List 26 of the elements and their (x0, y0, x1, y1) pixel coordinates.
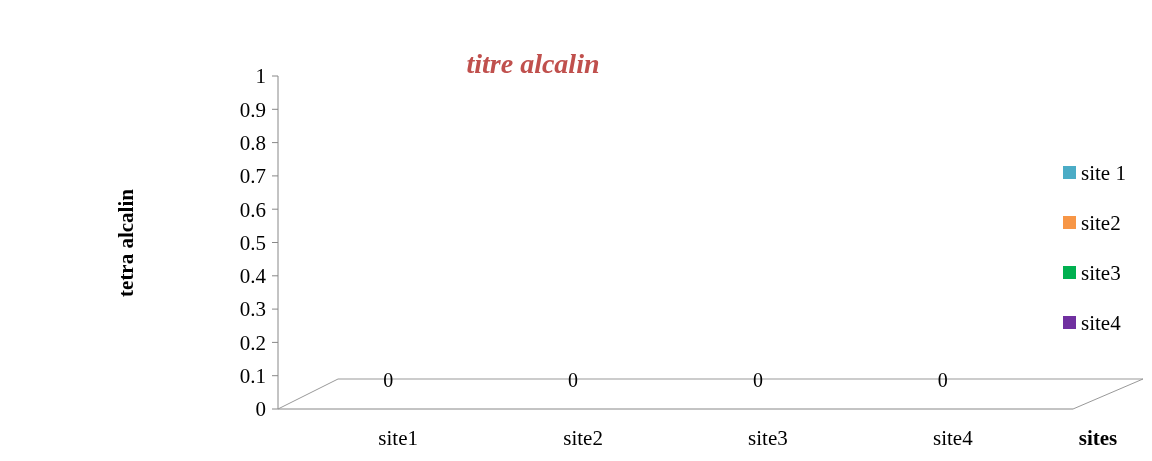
y-tick-label: 0.6 (239, 197, 266, 222)
y-tick-label: 0.9 (239, 97, 266, 122)
data-label: 0 (752, 369, 763, 391)
chart-title: titre alcalin (466, 48, 600, 79)
y-axis-title: tetra alcalin (114, 188, 138, 297)
x-tick-label: site1 (378, 426, 419, 450)
y-tick-label: 0.3 (239, 297, 266, 322)
y-tick-label: 0.8 (239, 130, 266, 155)
x-tick-label: site2 (563, 426, 603, 450)
legend-label: site 1 (1081, 161, 1126, 186)
y-tick-label: 0.4 (239, 264, 267, 289)
data-label: 0 (383, 369, 394, 391)
y-tick-label: 0.2 (239, 330, 266, 355)
x-tick-label: site3 (748, 426, 788, 450)
y-tick-label: 0.1 (239, 364, 266, 389)
y-tick-label: 1 (255, 64, 266, 89)
data-label: 0 (568, 369, 579, 391)
x-tick-label: site4 (932, 426, 974, 450)
legend-label: site4 (1081, 311, 1122, 336)
x-axis-title: sites (1078, 426, 1118, 450)
data-label: 0 (937, 369, 948, 391)
legend-label: site3 (1081, 261, 1121, 286)
y-tick-label: 0.7 (239, 164, 266, 189)
legend-label: site2 (1081, 211, 1121, 236)
y-tick-label: 0.5 (239, 230, 266, 255)
y-tick-label: 0 (255, 397, 266, 422)
